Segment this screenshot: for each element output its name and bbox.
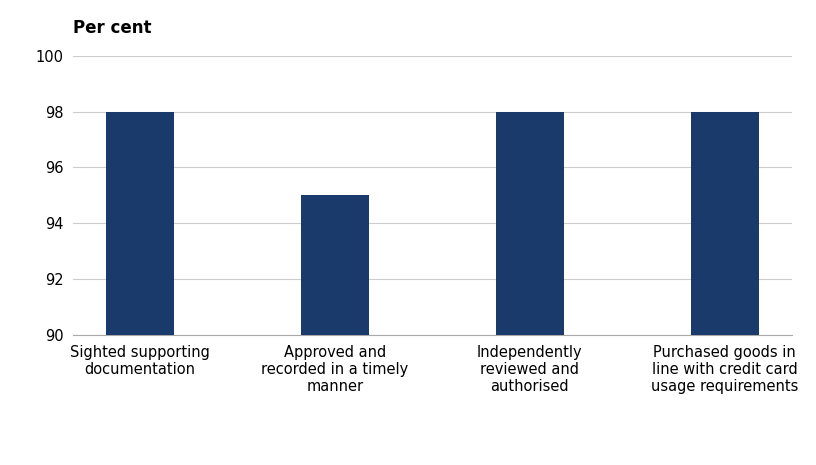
- Bar: [301, 195, 369, 465]
- Bar: [496, 112, 564, 465]
- Bar: [690, 112, 759, 465]
- Bar: [106, 112, 175, 465]
- Text: Per cent: Per cent: [73, 19, 152, 37]
